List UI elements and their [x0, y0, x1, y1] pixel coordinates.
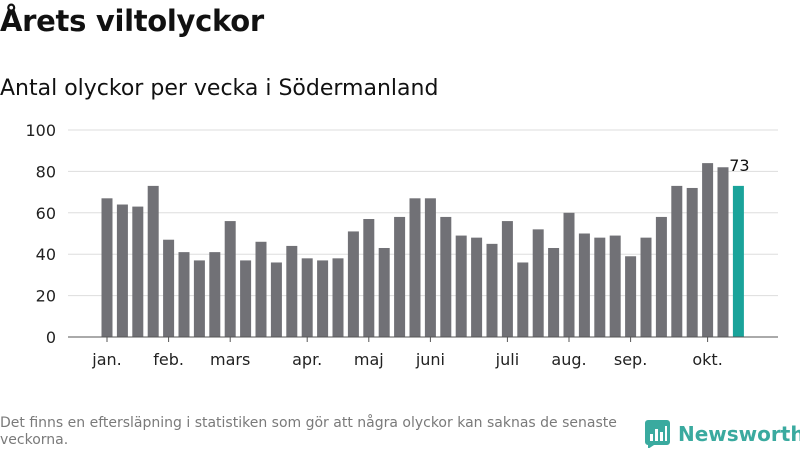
x-tick-label: mars: [210, 350, 250, 369]
bar: [594, 237, 606, 337]
chart-subtitle: Antal olyckor per vecka i Södermanland: [0, 76, 439, 101]
bar: [409, 198, 421, 337]
y-tick-label: 0: [46, 328, 56, 347]
y-tick-label: 60: [36, 204, 56, 223]
x-tick-label: juni: [415, 350, 445, 369]
bar: [270, 262, 282, 337]
bar: [532, 229, 544, 337]
bar: [163, 239, 175, 337]
x-tick-label: okt.: [692, 350, 722, 369]
bar: [209, 252, 221, 337]
bar: [240, 260, 252, 337]
bar: [286, 245, 298, 337]
bar: [717, 167, 729, 337]
bar: [178, 252, 190, 337]
bar: [378, 247, 390, 337]
bar: [332, 258, 344, 337]
data-label: 73: [729, 156, 749, 175]
bar: [517, 262, 529, 337]
bar: [625, 256, 637, 337]
bar: [671, 185, 683, 337]
bar: [424, 198, 436, 337]
bar: [301, 258, 313, 337]
bar: [347, 231, 359, 337]
bar: [224, 221, 236, 337]
bar: [655, 216, 667, 337]
x-tick-label: feb.: [153, 350, 184, 369]
brand-name: Newsworthy: [678, 422, 800, 446]
chart-title: Årets viltolyckor: [0, 4, 264, 38]
highlight-bar: [732, 185, 744, 337]
bar: [101, 198, 113, 337]
bar: [702, 163, 714, 337]
x-tick-label: aug.: [551, 350, 586, 369]
y-tick-label: 100: [25, 121, 56, 140]
bar: [486, 243, 498, 337]
x-tick-label: juli: [495, 350, 519, 369]
bar: [640, 237, 652, 337]
newsworthy-brand[interactable]: Newsworthy: [645, 420, 800, 448]
x-tick-label: jan.: [91, 350, 121, 369]
x-tick-label: maj: [354, 350, 384, 369]
weekly-accidents-bar-chart: 0 20 40 60 80 100 jan. feb. mars apr. maj juni juli a…: [25, 121, 778, 369]
bar-chart-logo-icon: [645, 420, 670, 448]
bar: [132, 206, 144, 337]
x-tick-label: sep.: [614, 350, 647, 369]
bar: [440, 216, 452, 337]
bar: [686, 187, 698, 337]
bar: [116, 204, 128, 337]
bar: [609, 235, 621, 337]
bar: [578, 233, 590, 337]
bar: [455, 235, 467, 337]
bar: [255, 241, 267, 337]
bar: [501, 221, 513, 337]
bar: [548, 247, 560, 337]
bar: [317, 260, 329, 337]
bar: [394, 216, 406, 337]
x-tick-label: apr.: [292, 350, 322, 369]
y-tick-label: 40: [36, 245, 56, 264]
bar: [471, 237, 483, 337]
bar: [563, 212, 575, 337]
y-tick-label: 80: [36, 162, 56, 181]
footnote: Det finns en eftersläpning i statistiken…: [0, 415, 617, 448]
bar: [363, 219, 375, 337]
y-tick-label: 20: [36, 287, 56, 306]
bar: [147, 185, 159, 337]
bar: [193, 260, 205, 337]
